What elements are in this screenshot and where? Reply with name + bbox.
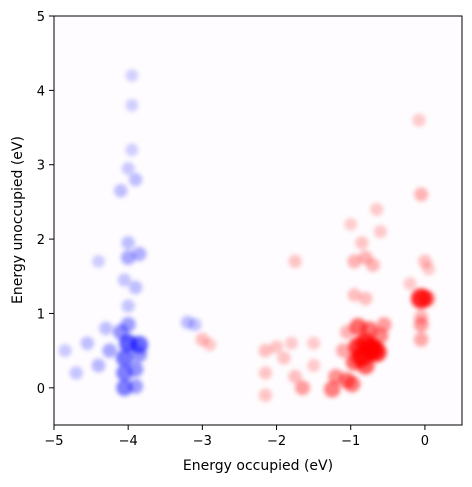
- negative-intensity-blob: [92, 255, 105, 268]
- positive-intensity-blob: [258, 366, 273, 380]
- positive-intensity-blob: [413, 332, 429, 347]
- negative-intensity-blob: [128, 378, 144, 394]
- x-tick-label: −2: [267, 434, 286, 449]
- positive-intensity-blob: [288, 369, 302, 384]
- positive-intensity-blob: [370, 202, 384, 216]
- positive-intensity-blob: [284, 336, 298, 350]
- negative-intensity-blob: [188, 318, 202, 332]
- negative-intensity-blob: [91, 358, 106, 373]
- x-tick-label: −1: [341, 434, 360, 449]
- positive-intensity-blob: [307, 359, 321, 373]
- positive-intensity-blob: [417, 290, 435, 308]
- heatmap-layer: [58, 69, 436, 402]
- positive-intensity-blob: [422, 262, 436, 276]
- positive-intensity-blob: [269, 340, 284, 354]
- positive-intensity-blob: [277, 351, 291, 365]
- negative-intensity-blob: [99, 321, 113, 336]
- positive-intensity-blob: [203, 338, 217, 352]
- negative-intensity-blob: [114, 184, 128, 198]
- positive-intensity-blob: [344, 217, 358, 231]
- positive-intensity-blob: [356, 356, 375, 375]
- positive-intensity-blob: [323, 381, 341, 398]
- y-tick-label: 3: [37, 159, 45, 174]
- negative-intensity-blob: [128, 280, 143, 295]
- y-tick-label: 5: [37, 10, 45, 25]
- negative-intensity-blob: [130, 335, 149, 354]
- x-axis-label: Energy occupied (eV): [183, 458, 333, 474]
- positive-intensity-blob: [373, 225, 387, 239]
- negative-intensity-blob: [58, 344, 72, 358]
- y-axis-label: Energy unoccupied (eV): [10, 136, 26, 304]
- negative-intensity-blob: [125, 143, 139, 157]
- negative-intensity-blob: [117, 273, 132, 287]
- y-tick-label: 1: [37, 307, 45, 322]
- y-tick-label: 2: [37, 233, 45, 248]
- positive-intensity-blob: [358, 291, 373, 306]
- negative-intensity-blob: [120, 317, 136, 333]
- negative-intensity-blob: [132, 246, 147, 262]
- positive-intensity-blob: [366, 258, 380, 273]
- positive-intensity-blob: [347, 288, 362, 302]
- negative-intensity-blob: [125, 69, 139, 82]
- positive-intensity-blob: [355, 236, 369, 250]
- x-tick-label: −4: [119, 434, 138, 449]
- positive-intensity-blob: [288, 254, 302, 268]
- positive-intensity-blob: [295, 380, 311, 396]
- x-axis: −5 −4 −3 −2 −1 0: [44, 425, 429, 449]
- negative-intensity-blob: [69, 366, 83, 380]
- x-tick-label: −3: [193, 434, 212, 449]
- negative-intensity-blob: [127, 361, 144, 377]
- positive-intensity-blob: [414, 187, 429, 202]
- positive-intensity-blob: [307, 336, 321, 350]
- y-tick-label: 4: [37, 84, 45, 99]
- plot-area: [54, 16, 462, 425]
- x-tick-label: −5: [44, 434, 63, 449]
- negative-intensity-blob: [115, 349, 133, 367]
- negative-intensity-blob: [80, 336, 95, 350]
- positive-intensity-blob: [347, 254, 362, 269]
- y-axis: 0 1 2 3 4 5: [37, 10, 54, 397]
- negative-intensity-blob: [128, 172, 143, 187]
- negative-intensity-blob: [102, 343, 117, 358]
- positive-intensity-blob: [366, 342, 387, 363]
- positive-intensity-blob: [258, 388, 273, 402]
- y-tick-label: 0: [37, 382, 45, 397]
- positive-intensity-blob: [343, 375, 361, 393]
- plot-frame: [53, 15, 463, 426]
- positive-intensity-blob: [258, 343, 273, 358]
- negative-intensity-blob: [125, 98, 139, 112]
- positive-intensity-blob: [414, 310, 429, 325]
- positive-intensity-blob: [336, 343, 351, 358]
- x-tick-label: 0: [421, 434, 429, 449]
- negative-intensity-blob: [121, 236, 135, 250]
- negative-intensity-blob: [121, 299, 135, 313]
- positive-intensity-blob: [376, 317, 392, 333]
- positive-intensity-blob: [340, 325, 355, 340]
- negative-intensity-blob: [120, 250, 136, 265]
- positive-intensity-blob: [412, 113, 426, 127]
- positive-intensity-blob: [403, 277, 417, 291]
- negative-intensity-blob: [121, 161, 135, 175]
